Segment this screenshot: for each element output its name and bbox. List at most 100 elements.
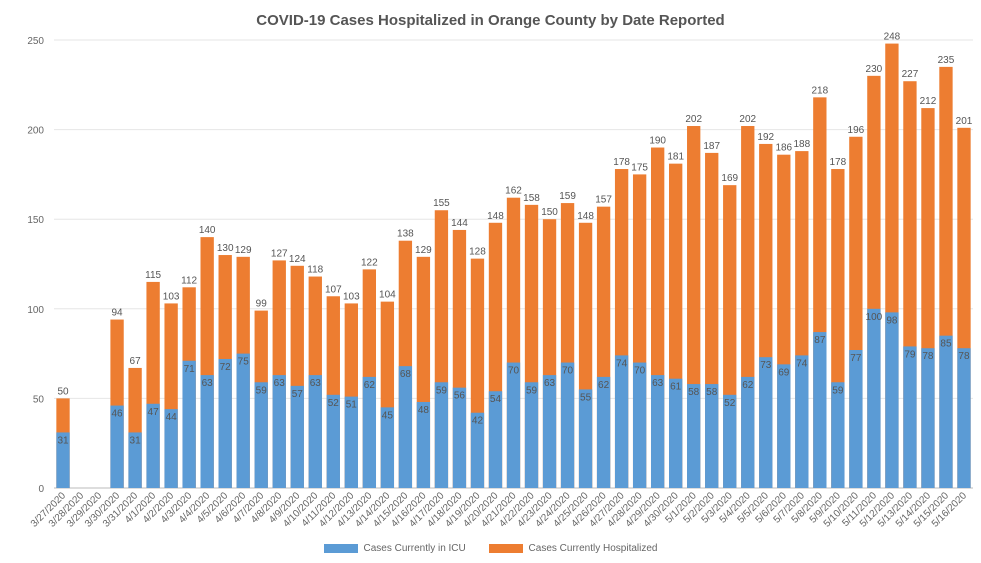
data-label-icu: 57 xyxy=(292,389,304,400)
legend-swatch-icu xyxy=(323,544,358,553)
bar-icu xyxy=(434,382,449,488)
data-label-icu: 62 xyxy=(742,380,754,391)
data-label-hospitalized: 148 xyxy=(577,211,594,222)
bar-icu xyxy=(921,348,935,488)
data-label-hospitalized: 67 xyxy=(130,356,142,367)
legend: Cases Currently in ICU Cases Currently H… xyxy=(0,543,981,556)
bar-icu xyxy=(344,396,358,488)
legend-swatch-hospitalized xyxy=(488,544,523,553)
data-label-icu: 78 xyxy=(958,351,970,362)
y-tick-label: 100 xyxy=(27,305,44,316)
data-label-hospitalized: 104 xyxy=(379,290,396,301)
legend-label-hospitalized: Cases Currently Hospitalized xyxy=(528,543,658,554)
data-label-icu: 63 xyxy=(310,378,322,389)
legend-label-icu: Cases Currently in ICU xyxy=(363,543,466,554)
data-label-icu: 70 xyxy=(562,366,574,377)
data-label-hospitalized: 129 xyxy=(235,245,252,256)
legend-item-icu[interactable]: Cases Currently in ICU xyxy=(323,543,466,554)
bar-icu xyxy=(596,376,611,488)
bar-icu xyxy=(182,360,196,488)
bar-icu xyxy=(416,401,431,488)
bar-icu xyxy=(218,358,232,488)
legend-item-hospitalized[interactable]: Cases Currently Hospitalized xyxy=(488,543,658,554)
bar-icu xyxy=(542,375,557,488)
data-label-hospitalized: 148 xyxy=(487,211,504,222)
data-label-hospitalized: 103 xyxy=(163,291,180,302)
bar-icu xyxy=(687,384,701,488)
bar-icu xyxy=(110,405,124,488)
data-label-icu: 63 xyxy=(652,378,664,389)
bar-icu xyxy=(488,391,503,488)
data-label-hospitalized: 103 xyxy=(343,291,360,302)
data-label-icu: 62 xyxy=(364,380,376,391)
bar-icu xyxy=(723,394,737,488)
bar-icu xyxy=(867,308,881,488)
data-label-icu: 52 xyxy=(328,398,340,409)
data-label-hospitalized: 181 xyxy=(667,152,684,163)
data-label-icu: 79 xyxy=(904,349,916,360)
data-label-hospitalized: 157 xyxy=(595,195,612,206)
data-label-icu: 55 xyxy=(580,392,592,403)
bar-icu xyxy=(362,376,377,488)
bar-icu xyxy=(380,407,395,488)
bar-icu xyxy=(578,389,593,488)
data-label-icu: 58 xyxy=(706,387,718,398)
bar-icu xyxy=(650,375,665,488)
data-label-icu: 54 xyxy=(490,394,502,405)
data-label-hospitalized: 150 xyxy=(541,207,558,218)
bar-icu xyxy=(200,375,214,488)
bar-icu xyxy=(524,382,539,488)
bar-icu xyxy=(236,353,250,488)
bar-icu xyxy=(614,355,629,488)
data-label-icu: 59 xyxy=(256,385,268,396)
data-label-icu: 73 xyxy=(760,360,772,371)
bar-icu xyxy=(741,376,755,488)
data-label-hospitalized: 188 xyxy=(793,139,810,150)
data-label-icu: 42 xyxy=(472,416,484,427)
bar-icu xyxy=(326,394,340,488)
data-label-hospitalized: 138 xyxy=(397,229,414,240)
bar-icu xyxy=(164,409,178,488)
bar-icu xyxy=(398,366,413,488)
data-label-icu: 31 xyxy=(57,435,69,446)
data-label-icu: 61 xyxy=(670,382,682,393)
bar-icu xyxy=(669,378,683,488)
data-label-icu: 87 xyxy=(814,335,826,346)
data-label-icu: 59 xyxy=(436,385,448,396)
data-label-hospitalized: 190 xyxy=(649,136,666,147)
bar-icu xyxy=(254,382,268,488)
bar-icu xyxy=(470,412,485,488)
data-label-hospitalized: 230 xyxy=(866,64,883,75)
bar-icu xyxy=(128,432,142,488)
bar-icu xyxy=(759,357,773,488)
data-label-icu: 72 xyxy=(220,362,232,373)
data-label-hospitalized: 124 xyxy=(289,254,306,265)
data-label-hospitalized: 130 xyxy=(217,243,234,254)
data-label-hospitalized: 127 xyxy=(271,248,288,259)
bar-icu xyxy=(272,375,286,488)
bar-icu xyxy=(290,385,304,488)
data-label-icu: 70 xyxy=(634,366,646,377)
bar-icu xyxy=(939,335,953,488)
data-label-icu: 100 xyxy=(866,312,883,323)
y-tick-label: 50 xyxy=(33,394,45,405)
chart-title: COVID-19 Cases Hospitalized in Orange Co… xyxy=(256,12,725,29)
data-label-icu: 59 xyxy=(832,385,844,396)
data-label-hospitalized: 162 xyxy=(505,186,522,197)
data-label-icu: 47 xyxy=(148,407,160,418)
data-label-icu: 74 xyxy=(796,358,808,369)
bar-icu xyxy=(705,384,719,488)
data-label-hospitalized: 202 xyxy=(685,114,702,125)
data-label-hospitalized: 178 xyxy=(613,157,630,168)
bar-icu xyxy=(813,332,827,488)
data-label-hospitalized: 202 xyxy=(739,114,756,125)
bar-icu xyxy=(56,432,70,488)
data-label-icu: 85 xyxy=(940,339,952,350)
data-label-icu: 51 xyxy=(346,400,358,411)
y-tick-label: 0 xyxy=(38,484,44,495)
data-label-hospitalized: 212 xyxy=(920,96,937,107)
data-label-hospitalized: 186 xyxy=(775,143,792,154)
data-label-hospitalized: 128 xyxy=(469,247,486,258)
